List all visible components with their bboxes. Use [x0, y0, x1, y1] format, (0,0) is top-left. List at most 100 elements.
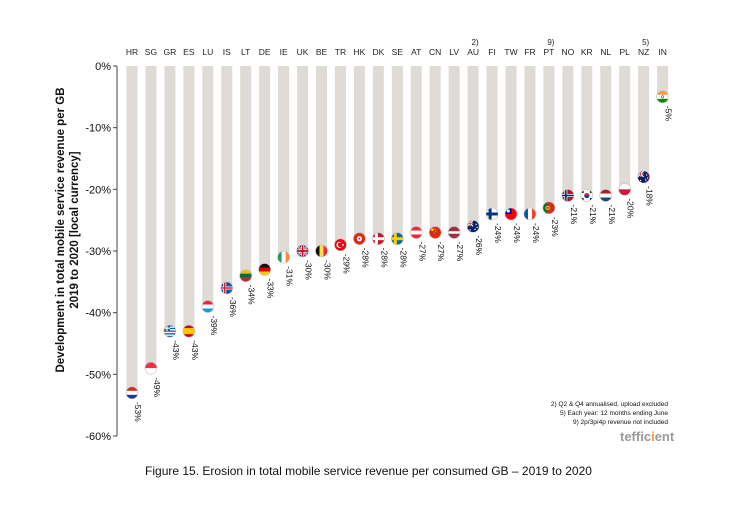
data-label: -30%: [323, 260, 333, 280]
category-label: NO: [561, 47, 574, 57]
data-label: -36%: [228, 297, 238, 317]
bar: [505, 66, 517, 214]
flag-marker: [523, 207, 537, 221]
svg-text:tefficient: tefficient: [620, 429, 675, 444]
flag-marker: [163, 324, 177, 338]
data-label: -43%: [190, 340, 200, 360]
y-axis-title: Development in total mobile service reve…: [55, 87, 81, 372]
data-label: -24%: [493, 223, 503, 243]
y-tick-label: -50%: [85, 369, 111, 381]
flag-marker: [201, 300, 215, 313]
category-label: PT: [543, 47, 554, 57]
bar: [240, 66, 252, 276]
category-label: IS: [223, 47, 231, 57]
bar: [221, 66, 233, 288]
footnotes: 2) Q2 & Q4 annualised, upload excluded 5)…: [551, 401, 668, 426]
category-label: DE: [259, 47, 271, 57]
bar: [353, 66, 365, 239]
bar: [126, 66, 138, 393]
data-label: -18%: [645, 186, 655, 206]
flag-marker: [315, 244, 328, 258]
category-label: DK: [372, 47, 384, 57]
data-label: -39%: [209, 316, 219, 336]
flag-marker: [390, 232, 404, 245]
flag-marker: [125, 386, 139, 400]
bar: [619, 66, 631, 190]
data-label: -30%: [304, 260, 314, 280]
data-label: -28%: [360, 248, 370, 268]
y-tick-label: -10%: [85, 123, 111, 135]
y-tick-label: 0%: [95, 61, 111, 73]
bar: [372, 66, 384, 239]
bar: [334, 66, 346, 245]
data-label: -24%: [512, 223, 522, 243]
y-tick-label: -40%: [85, 308, 111, 320]
flag-marker: [428, 226, 442, 239]
flag-marker: [561, 189, 575, 202]
bar: [581, 66, 593, 196]
data-label: -28%: [379, 248, 389, 268]
flag-marker: [447, 226, 461, 239]
data-label: -49%: [152, 377, 162, 397]
bar: [183, 66, 195, 332]
category-label: UK: [297, 47, 309, 57]
data-label: -27%: [455, 242, 465, 262]
category-label: GR: [164, 47, 177, 57]
category-label: TW: [504, 47, 517, 57]
category-label: HK: [353, 47, 365, 57]
category-label: IE: [280, 47, 288, 57]
data-label: -29%: [341, 254, 351, 274]
category-label: NL: [600, 47, 611, 57]
flag-marker: [409, 226, 423, 239]
bar: [164, 66, 176, 332]
bar: [410, 66, 422, 233]
category-label: FR: [524, 47, 535, 57]
data-label: -5%: [664, 106, 674, 122]
y-tick-label: -30%: [85, 246, 111, 258]
flag-marker: [485, 207, 499, 221]
category-label: AU: [467, 47, 479, 57]
flag-marker: [637, 170, 650, 184]
flag-marker: [466, 220, 480, 233]
flag-marker: [353, 232, 366, 245]
category-label: IN: [658, 47, 667, 57]
bar: [145, 66, 157, 369]
chart-figure: Development in total mobile service reve…: [55, 38, 675, 444]
data-label: -31%: [285, 266, 295, 286]
bar: [543, 66, 555, 208]
flag-marker: [504, 207, 518, 221]
bar: [391, 66, 403, 239]
data-label: -34%: [247, 285, 257, 305]
category-note: 2): [472, 38, 479, 47]
flag-marker: [258, 263, 271, 276]
data-label: -33%: [266, 279, 276, 299]
category-note: 9): [547, 38, 554, 47]
flag-marker: [182, 324, 196, 338]
data-label: -21%: [569, 205, 579, 225]
data-label: -23%: [550, 217, 560, 237]
category-label: LU: [202, 47, 213, 57]
bar: [562, 66, 574, 196]
flag-marker: [144, 361, 158, 375]
category-label: KR: [581, 47, 593, 57]
data-label: -43%: [171, 340, 181, 360]
tefficient-logo: tefficient: [620, 429, 675, 444]
flag-marker: [334, 238, 347, 252]
category-label: LT: [241, 47, 250, 57]
bar: [524, 66, 536, 214]
bar: [638, 66, 650, 177]
bar: [448, 66, 460, 233]
category-label: CN: [429, 47, 441, 57]
bar: [467, 66, 479, 227]
bar: [278, 66, 290, 258]
data-label: -27%: [436, 242, 446, 262]
category-label: ES: [183, 47, 195, 57]
data-label: -26%: [474, 235, 484, 255]
flag-marker: [599, 189, 613, 202]
data-label: -28%: [398, 248, 408, 268]
bar: [202, 66, 214, 307]
bar-series: HR -53% SG -49% GR -43% ES -43% LU -39% IS -36% LT -3…: [125, 38, 674, 422]
category-label: SE: [392, 47, 404, 57]
footnote: 5) Each year: 12 months ending June: [560, 410, 668, 417]
data-label: -24%: [531, 223, 541, 243]
